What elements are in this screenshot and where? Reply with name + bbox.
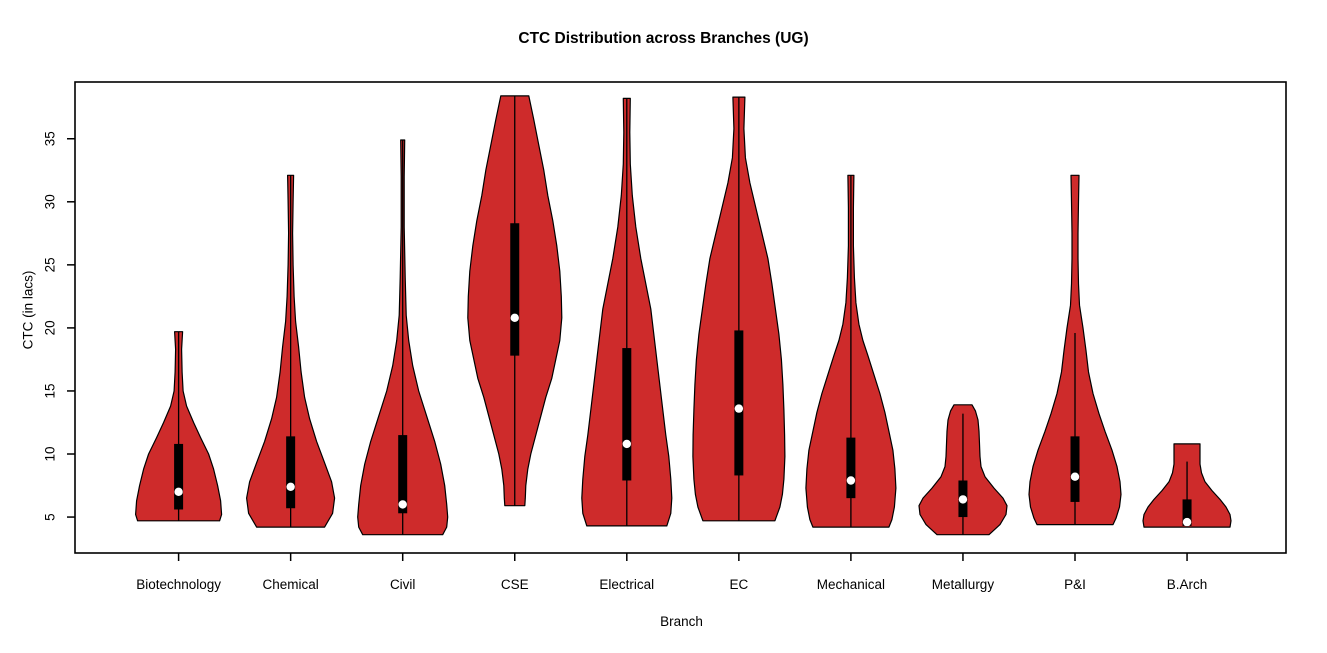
iqr-box xyxy=(398,435,408,514)
plot-frame xyxy=(74,81,1287,554)
x-tick-label: Mechanical xyxy=(817,577,885,592)
x-tick-label: CSE xyxy=(501,577,529,592)
iqr-box xyxy=(510,223,520,356)
median-dot xyxy=(398,500,407,509)
median-dot xyxy=(510,313,519,323)
violin-metallurgy xyxy=(918,404,1008,536)
iqr-box xyxy=(1070,436,1080,502)
y-tick-label: 20 xyxy=(43,320,58,335)
chart-title: CTC Distribution across Branches (UG) xyxy=(518,30,809,47)
x-tick-label: Chemical xyxy=(263,577,319,592)
median-dot xyxy=(286,482,295,491)
x-tick-label: P&I xyxy=(1064,577,1086,592)
violin-biotechnology xyxy=(135,331,223,522)
y-tick-label: 15 xyxy=(43,383,58,398)
median-dot xyxy=(958,495,968,504)
median-dot xyxy=(734,404,744,413)
y-tick-label: 30 xyxy=(43,194,58,209)
median-dot xyxy=(1070,472,1080,481)
x-tick-label: B.Arch xyxy=(1167,577,1208,592)
y-tick-label: 10 xyxy=(43,446,58,461)
violin-civil xyxy=(357,139,449,536)
x-tick-label: Biotechnology xyxy=(136,577,221,592)
iqr-box xyxy=(286,436,296,509)
x-tick-label: EC xyxy=(729,577,748,592)
median-dot xyxy=(846,476,856,485)
violin-mechanical xyxy=(805,174,897,528)
y-tick-label: 5 xyxy=(43,513,58,521)
iqr-box xyxy=(1182,499,1192,526)
x-tick-label: Civil xyxy=(390,577,416,592)
median-dot xyxy=(174,487,183,497)
iqr-box xyxy=(846,437,856,499)
y-tick-label: 35 xyxy=(43,131,58,146)
y-tick-label: 25 xyxy=(43,257,58,272)
median-dot xyxy=(1182,517,1192,527)
median-dot xyxy=(622,439,631,449)
x-axis-title: Branch xyxy=(660,614,703,629)
iqr-box xyxy=(622,348,632,481)
violin-ec xyxy=(692,96,786,522)
violin-chemical xyxy=(246,174,336,528)
violin-b-arch xyxy=(1142,443,1232,528)
violin-electrical xyxy=(581,97,673,527)
x-tick-label: Electrical xyxy=(599,577,654,592)
violin-cse xyxy=(467,95,563,507)
iqr-box xyxy=(174,443,184,510)
violin-p-i xyxy=(1028,174,1122,526)
x-tick-label: Metallurgy xyxy=(932,577,995,592)
iqr-box xyxy=(734,330,744,476)
